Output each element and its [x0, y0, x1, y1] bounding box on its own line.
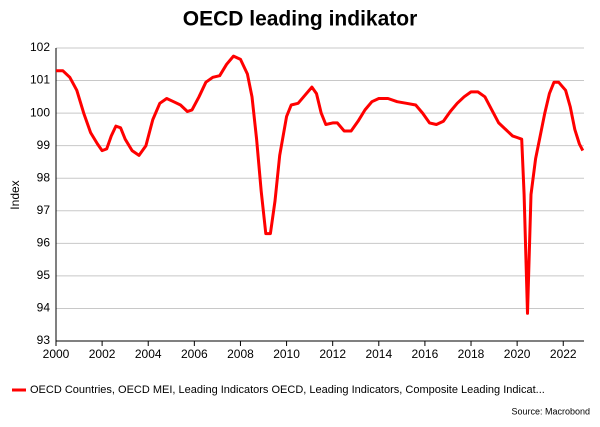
x-tick-label: 2020	[504, 347, 531, 361]
y-tick-label: 101	[30, 73, 50, 87]
data-line	[56, 54, 585, 315]
x-tick-label: 2016	[412, 347, 439, 361]
x-tick-label: 2010	[273, 347, 300, 361]
x-tick-label: 2008	[227, 347, 254, 361]
x-tick-label: 2000	[43, 347, 70, 361]
legend-label: OECD Countries, OECD MEI, Leading Indica…	[30, 384, 545, 396]
y-axis-label: Index	[8, 180, 22, 209]
x-tick-label: 2018	[458, 347, 485, 361]
y-tick-label: 97	[37, 203, 51, 217]
y-tick-label: 96	[37, 236, 51, 250]
x-tick-label: 2004	[135, 347, 162, 361]
x-tick-label: 2014	[365, 347, 392, 361]
y-tick-label: 94	[37, 301, 51, 315]
y-tick-label: 100	[30, 105, 50, 119]
x-tick-label: 2012	[319, 347, 346, 361]
source: Source: Macrobond	[511, 406, 590, 416]
x-tick-label: 2002	[89, 347, 116, 361]
x-tick-label: 2022	[550, 347, 577, 361]
chart-title: OECD leading indikator	[183, 8, 418, 31]
y-tick-label: 95	[37, 268, 51, 282]
y-tick-label: 98	[37, 170, 51, 184]
y-tick-label: 102	[30, 40, 50, 54]
y-tick-label: 99	[37, 138, 51, 152]
x-tick-label: 2006	[181, 347, 208, 361]
y-tick-label: 93	[37, 333, 51, 347]
